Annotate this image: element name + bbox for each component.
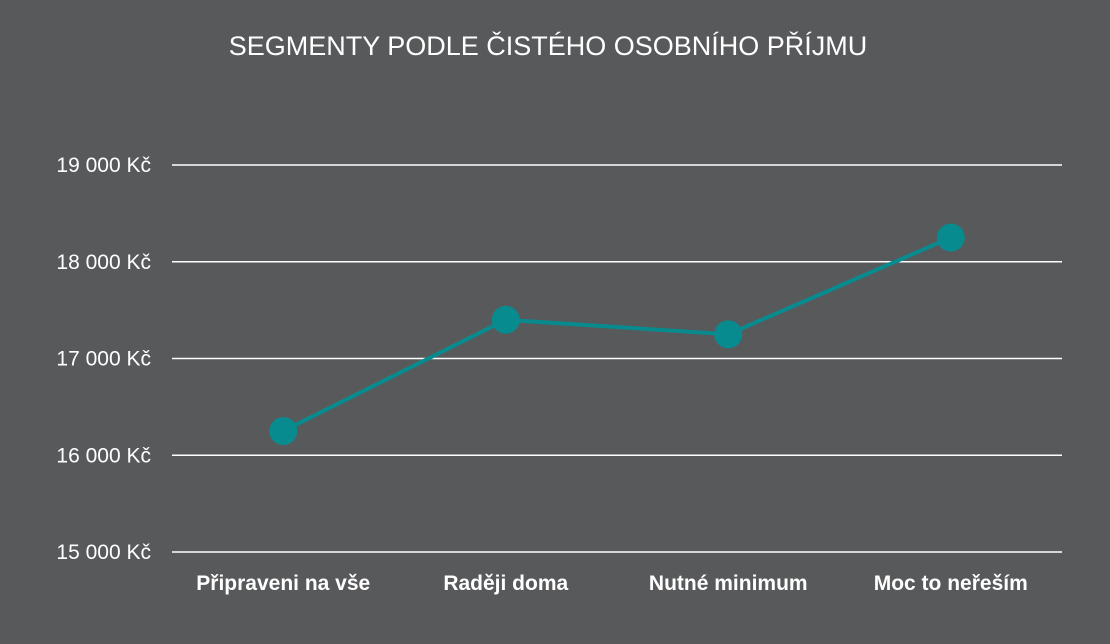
chart-title: SEGMENTY PODLE ČISTÉHO OSOBNÍHO PŘÍJMU [229, 30, 868, 61]
y-tick-label: 15 000 Kč [56, 541, 151, 564]
series-line [282, 235, 952, 433]
y-tick-label: 17 000 Kč [56, 348, 151, 371]
x-axis-category-labels: Připraveni na vše Raději doma Nutné minimu… [196, 572, 1027, 595]
y-tick-label: 18 000 Kč [56, 251, 151, 274]
x-category-label: Moc to neřeším [874, 572, 1028, 595]
data-point [269, 417, 298, 446]
x-category-label: Připraveni na vše [196, 572, 370, 595]
data-point [714, 320, 743, 349]
x-category-label: Raději doma [443, 572, 568, 595]
y-tick-label: 16 000 Kč [56, 444, 151, 467]
data-point [491, 305, 520, 334]
series-layer [269, 223, 965, 446]
y-tick-label: 19 000 Kč [56, 154, 151, 177]
gridlines [172, 164, 1062, 553]
y-axis-tick-labels: 15 000 Kč 16 000 Kč 17 000 Kč 18 000 Kč 19 0… [56, 154, 151, 564]
x-category-label: Nutné minimum [649, 572, 808, 595]
data-point [936, 223, 965, 252]
